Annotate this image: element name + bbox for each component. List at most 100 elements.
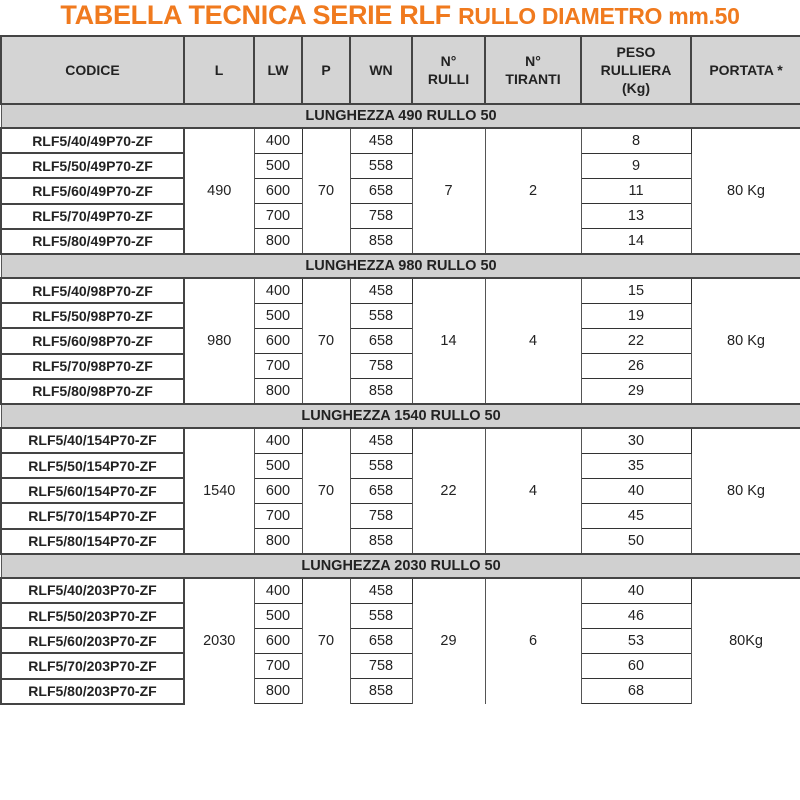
header-row: CODICE L LW P WN N° RULLI N° TIRANTI PESO RULLI… [0,35,800,105]
rulli-cell: 29 [411,577,486,704]
codice-cell: RLF5/70/49P70-ZF [0,202,185,230]
lw-cell: 500 [253,602,303,629]
lw-cell: 600 [253,327,303,355]
peso-cell: 40 [580,577,692,604]
lw-cell: 600 [253,177,303,205]
lw-cell: 700 [253,203,303,230]
wn-cell: 758 [349,502,413,530]
table-row: RLF5/50/203P70-ZF 500 558 46 [0,601,800,630]
table-row: RLF5/70/98P70-ZF 700 758 26 [0,352,800,380]
table-row: RLF5/40/203P70-ZF 2030 400 70 458 29 6 40 80Kg [0,576,800,704]
p-cell: 70 [301,128,351,254]
table-row: RLF5/80/203P70-ZF 800 858 68 [0,677,800,705]
codice-cell: RLF5/40/49P70-ZF [0,126,185,155]
table-row: RLF5/60/154P70-ZF 600 658 40 [0,477,800,505]
header-portata: PORTATA * [690,35,800,105]
codice-cell: RLF5/80/49P70-ZF [0,227,185,255]
wn-cell: 558 [349,302,413,329]
peso-cell: 9 [580,152,692,179]
peso-cell: 53 [580,627,692,654]
section-label: LUNGHEZZA 490 RULLO 50 [0,103,800,129]
section-header: LUNGHEZZA 1540 RULLO 50 [0,402,800,429]
wn-cell: 658 [349,627,413,654]
table-row: RLF5/50/98P70-ZF 500 558 19 [0,302,800,330]
codice-cell: RLF5/60/49P70-ZF [0,177,185,205]
codice-cell: RLF5/60/203P70-ZF [0,627,185,655]
header-rulli: N° RULLI [411,35,486,105]
peso-cell: 30 [580,427,692,454]
peso-cell: 13 [580,203,692,230]
header-codice: CODICE [0,35,185,105]
portata-cell: 80 Kg [690,277,800,404]
codice-cell: RLF5/80/98P70-ZF [0,377,185,405]
peso-cell: 22 [580,327,692,355]
lw-cell: 600 [253,477,303,504]
wn-cell: 858 [349,228,413,255]
section-header: LUNGHEZZA 2030 RULLO 50 [0,552,800,579]
l-cell: 2030 [183,577,255,704]
header-l: L [183,35,255,105]
peso-cell: 11 [580,177,692,205]
codice-cell: RLF5/40/154P70-ZF [0,426,185,455]
codice-cell: RLF5/50/49P70-ZF [0,152,185,180]
lw-cell: 700 [253,652,303,680]
table-row: RLF5/60/203P70-ZF 600 658 53 [0,627,800,655]
l-cell: 980 [183,277,255,404]
lw-cell: 800 [253,528,303,555]
codice-cell: RLF5/60/98P70-ZF [0,327,185,355]
wn-cell: 858 [349,678,413,705]
codice-cell: RLF5/50/154P70-ZF [0,452,185,480]
table-row: RLF5/40/98P70-ZF 980 400 70 458 14 4 15 80 Kg [0,276,800,404]
peso-cell: 8 [580,127,692,154]
section-label: LUNGHEZZA 1540 RULLO 50 [0,402,800,429]
rulli-cell: 14 [411,277,486,404]
peso-cell: 15 [580,277,692,304]
codice-cell: RLF5/50/203P70-ZF [0,601,185,630]
wn-cell: 758 [349,652,413,680]
lw-cell: 800 [253,678,303,705]
portata-cell: 80 Kg [690,427,800,554]
table-row: RLF5/40/154P70-ZF 1540 400 70 458 22 4 30 80 Kg [0,426,800,554]
section-label: LUNGHEZZA 980 RULLO 50 [0,252,800,279]
section-header: LUNGHEZZA 980 RULLO 50 [0,252,800,279]
tiranti-cell: 4 [484,277,582,404]
peso-cell: 40 [580,477,692,504]
lw-cell: 400 [253,427,303,454]
peso-cell: 26 [580,352,692,380]
lw-cell: 800 [253,228,303,255]
p-cell: 70 [301,277,351,404]
tiranti-cell: 2 [484,128,582,254]
wn-cell: 858 [349,528,413,555]
peso-cell: 35 [580,452,692,479]
peso-cell: 68 [580,678,692,705]
portata-cell: 80Kg [690,577,800,704]
table-row: RLF5/80/154P70-ZF 800 858 50 [0,527,800,555]
header-wn: WN [349,35,413,105]
table-row: RLF5/70/154P70-ZF 700 758 45 [0,502,800,530]
codice-cell: RLF5/80/154P70-ZF [0,527,185,555]
wn-cell: 558 [349,452,413,479]
peso-cell: 14 [580,228,692,255]
peso-cell: 45 [580,502,692,530]
p-cell: 70 [301,427,351,554]
header-p: P [301,35,351,105]
peso-cell: 60 [580,652,692,680]
wn-cell: 758 [349,203,413,230]
title-main: TABELLA TECNICA SERIE RLF [60,0,451,30]
codice-cell: RLF5/40/203P70-ZF [0,576,185,605]
wn-cell: 458 [349,127,413,154]
l-cell: 490 [183,128,255,254]
table-row: RLF5/60/49P70-ZF 600 658 11 [0,177,800,205]
table-row: RLF5/70/203P70-ZF 700 758 60 [0,652,800,680]
lw-cell: 700 [253,502,303,530]
wn-cell: 658 [349,327,413,355]
header-peso: PESO RULLIERA (Kg) [580,35,692,105]
peso-cell: 29 [580,378,692,405]
lw-cell: 500 [253,452,303,479]
header-tiranti: N° TIRANTI [484,35,582,105]
p-cell: 70 [301,577,351,704]
wn-cell: 558 [349,602,413,629]
lw-cell: 500 [253,152,303,179]
lw-cell: 500 [253,302,303,329]
rulli-cell: 7 [411,128,486,254]
